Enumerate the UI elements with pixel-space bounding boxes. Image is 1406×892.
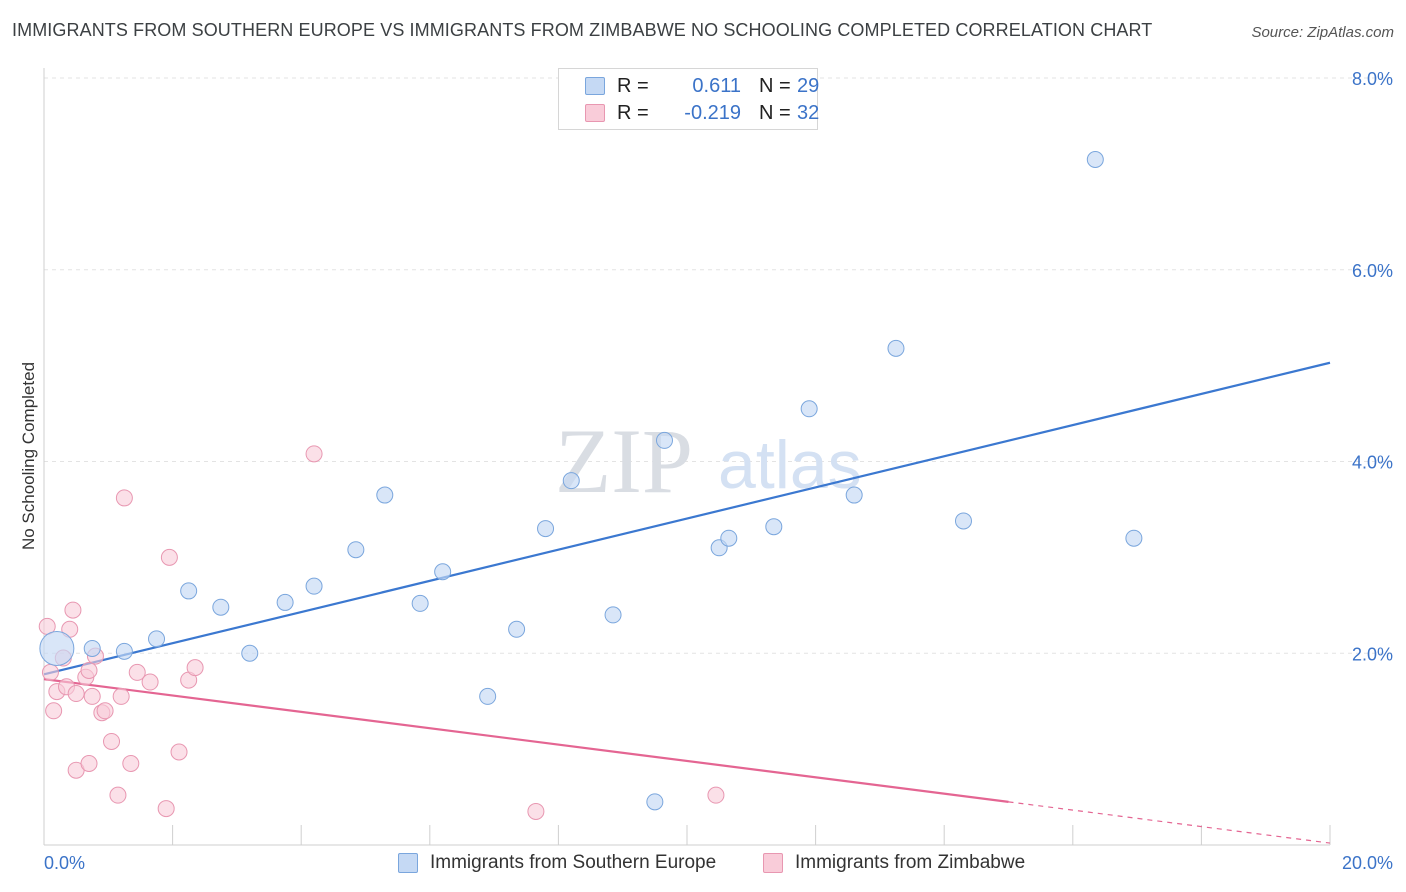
bottom-legend-swatch-pink	[763, 853, 783, 873]
bottom-legend-label: Immigrants from Zimbabwe	[795, 852, 1026, 873]
point-southern-europe	[434, 563, 452, 581]
legend-n-value: 32	[797, 102, 820, 124]
point-zimbabwe	[128, 663, 146, 681]
x-tick-label-min: 0.0%	[44, 853, 85, 873]
point-southern-europe	[954, 512, 972, 530]
axes	[43, 68, 1331, 846]
point-southern-europe	[276, 593, 294, 611]
legend-r-value: -0.219	[684, 102, 741, 124]
point-southern-europe	[83, 639, 101, 657]
y-tick-label: 8.0%	[1352, 69, 1393, 89]
point-southern-europe	[562, 472, 580, 490]
point-southern-europe	[655, 431, 673, 449]
point-zimbabwe	[83, 687, 101, 705]
legend-r-label: R =	[617, 75, 649, 97]
point-zimbabwe	[45, 702, 63, 720]
x-tick-label-max: 20.0%	[1342, 853, 1393, 873]
point-southern-europe	[376, 486, 394, 504]
watermark-zip: ZIP	[555, 410, 693, 512]
y-axis-title: No Schooling Completed	[19, 362, 38, 550]
y-tick-label: 4.0%	[1352, 453, 1393, 473]
point-southern-europe	[115, 642, 133, 660]
point-southern-europe	[845, 486, 863, 504]
point-zimbabwe	[67, 685, 85, 703]
y-tick-label: 6.0%	[1352, 261, 1393, 281]
bottom-legend-swatch-blue	[398, 853, 418, 873]
correlation-legend: R = 0.611 N = 29 R = -0.219 N = 32	[558, 68, 820, 130]
point-southern-europe	[720, 529, 738, 547]
legend-r-label: R =	[617, 102, 649, 124]
point-southern-europe	[305, 577, 323, 595]
point-zimbabwe	[170, 743, 188, 761]
point-zimbabwe	[527, 802, 545, 820]
point-southern-europe	[212, 598, 230, 616]
legend-r-value: 0.611	[692, 75, 741, 97]
point-southern-europe	[347, 541, 365, 559]
legend-n-value: 29	[797, 75, 820, 97]
source-label: Source: ZipAtlas.com	[1251, 24, 1394, 41]
trend-lines	[43, 361, 1331, 844]
trend-line-zimbabwe-extension	[1008, 801, 1331, 844]
point-zimbabwe	[103, 732, 121, 750]
point-southern-europe	[887, 339, 905, 357]
point-zimbabwe	[109, 786, 127, 804]
legend-swatch-blue	[585, 77, 605, 95]
point-southern-europe	[646, 793, 664, 811]
point-zimbabwe	[80, 755, 98, 773]
point-zimbabwe	[157, 800, 175, 818]
point-southern-europe	[479, 687, 497, 705]
point-zimbabwe	[64, 601, 82, 619]
point-zimbabwe	[141, 673, 159, 691]
point-zimbabwe	[160, 548, 178, 566]
point-southern-europe	[508, 620, 526, 638]
point-southern-europe	[39, 630, 75, 666]
chart-title: IMMIGRANTS FROM SOUTHERN EUROPE VS IMMIG…	[12, 20, 1153, 40]
point-southern-europe	[1125, 529, 1143, 547]
point-southern-europe	[180, 582, 198, 600]
point-southern-europe	[800, 400, 818, 418]
legend-n-label: N =	[759, 102, 791, 124]
point-southern-europe	[537, 520, 555, 538]
watermark-atlas: atlas	[718, 427, 862, 503]
point-zimbabwe	[41, 663, 59, 681]
point-southern-europe	[241, 644, 259, 662]
point-zimbabwe	[96, 702, 114, 720]
trend-line-southern-europe	[43, 361, 1331, 676]
legend-swatch-pink	[585, 104, 605, 122]
point-zimbabwe	[186, 659, 204, 677]
point-southern-europe	[411, 594, 429, 612]
point-southern-europe	[604, 606, 622, 624]
data-points	[38, 150, 1143, 820]
point-southern-europe	[765, 518, 783, 536]
point-southern-europe	[1086, 150, 1104, 168]
bottom-legend-label: Immigrants from Southern Europe	[430, 852, 717, 873]
point-zimbabwe	[305, 445, 323, 463]
legend-n-label: N =	[759, 75, 791, 97]
grid-lines	[44, 77, 1392, 654]
trend-line-zimbabwe	[43, 678, 1009, 803]
y-tick-label: 2.0%	[1352, 644, 1393, 664]
y-tick-labels: 2.0% 4.0% 6.0% 8.0%	[1352, 69, 1393, 664]
point-zimbabwe	[112, 687, 130, 705]
point-zimbabwe	[80, 662, 98, 680]
point-southern-europe	[148, 630, 166, 648]
point-zimbabwe	[115, 489, 133, 507]
point-zimbabwe	[707, 786, 725, 804]
point-zimbabwe	[122, 755, 140, 773]
